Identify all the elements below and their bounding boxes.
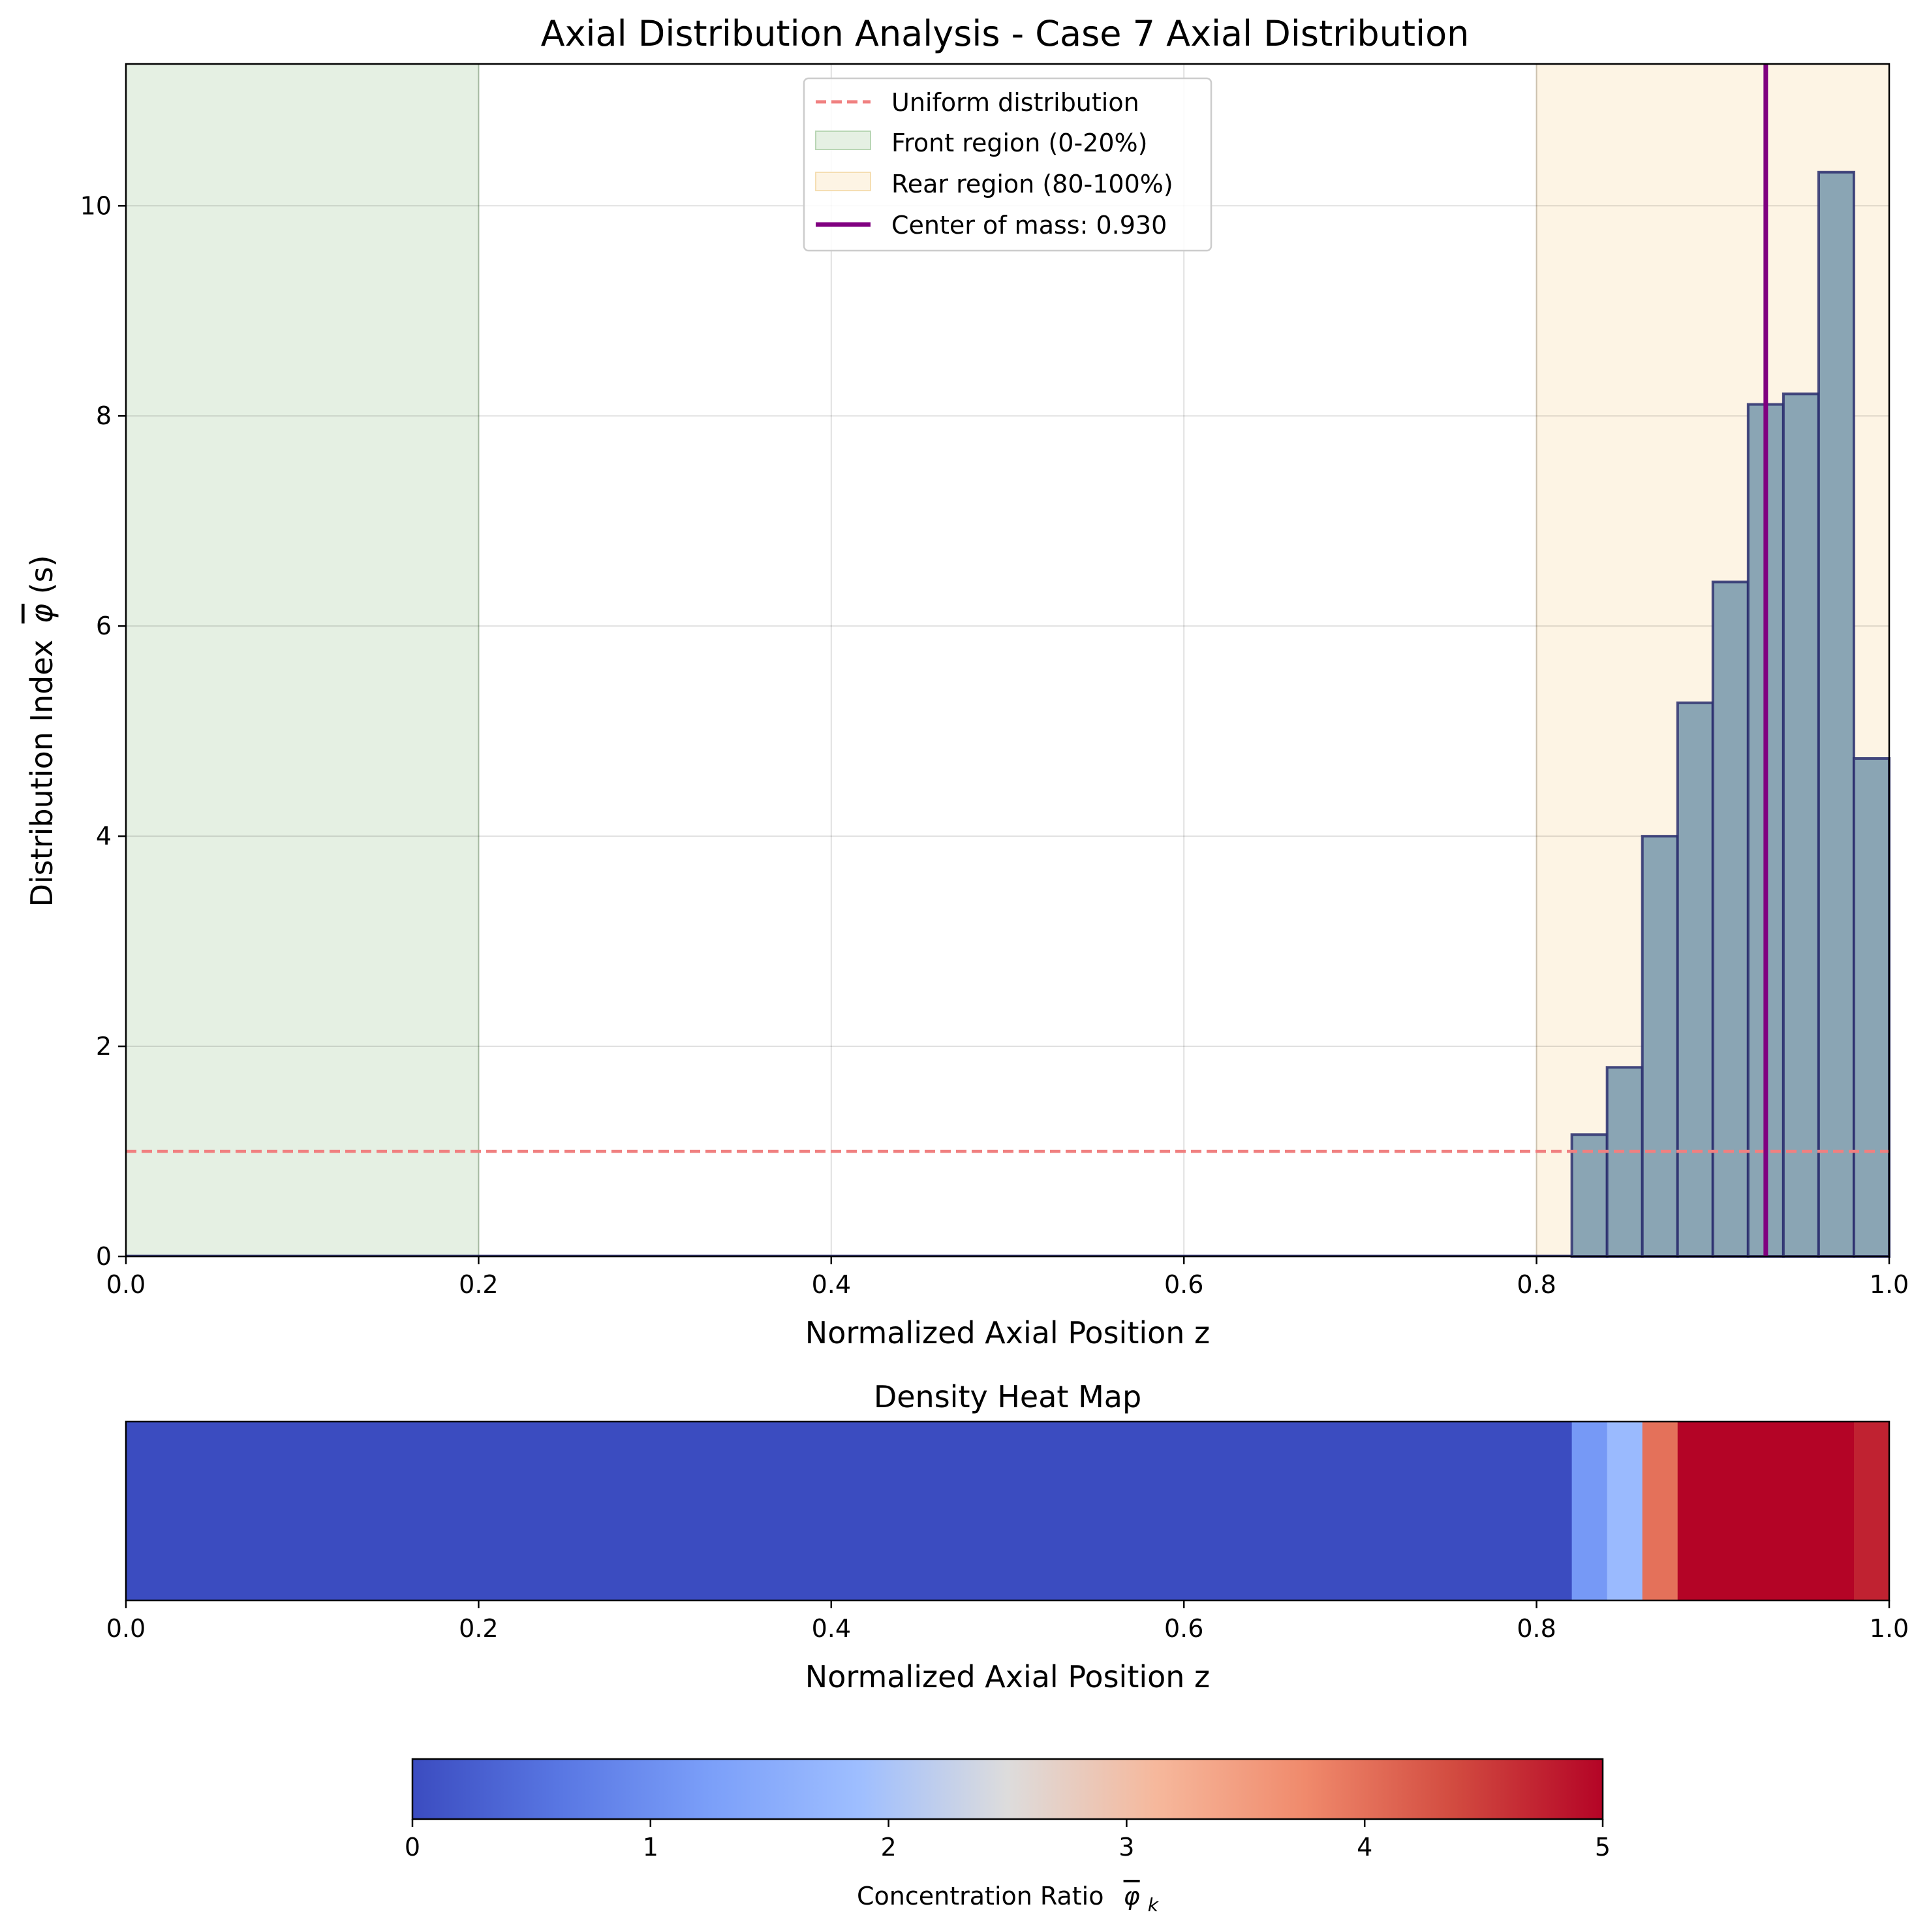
heatmap-cell: [1571, 1422, 1608, 1600]
y-tick-label: 4: [96, 822, 112, 850]
colorbar-label: Concentration Ratio φ k: [857, 1882, 1160, 1916]
heatmap-title: Density Heat Map: [874, 1379, 1141, 1414]
histogram-bar: [1605, 1066, 1644, 1258]
histogram-bar: [1782, 392, 1820, 1258]
heatmap-cell: [126, 1422, 1573, 1600]
legend-front-swatch: [815, 131, 871, 150]
legend-rear-swatch: [815, 172, 871, 191]
heatmap-x-tick-label: 0.6: [1164, 1614, 1203, 1643]
y-tick-label: 0: [96, 1242, 112, 1271]
y-axis-label-symbol: φ: [24, 604, 59, 623]
y-axis-label: Distribution Index φ (s): [24, 555, 59, 907]
legend-frame: [803, 77, 1212, 252]
heatmap-cell: [1853, 1422, 1890, 1600]
heatmap-x-tick-label: 0.2: [459, 1614, 498, 1643]
x-tick-label: 0.8: [1517, 1270, 1556, 1299]
legend-rear-label: Rear region (80-100%): [891, 170, 1173, 198]
histogram-bar: [1852, 757, 1890, 1258]
colorbar-tick-label: 3: [1119, 1833, 1134, 1862]
heatmap-cell: [1677, 1422, 1855, 1600]
y-axis-label-text: Distribution Index: [24, 640, 59, 907]
front-region-shade: [126, 64, 479, 1256]
chart-title: Axial Distribution Analysis - Case 7 Axi…: [541, 13, 1470, 54]
colorbar-tick-label: 2: [881, 1833, 897, 1862]
colorbar-tick-label: 0: [405, 1833, 420, 1862]
histogram-bar: [1711, 580, 1750, 1258]
heatmap-cell: [1642, 1422, 1678, 1600]
heatmap-x-tick-label: 0.4: [812, 1614, 851, 1643]
heatmap-cell: [1607, 1422, 1643, 1600]
colorbar-tick-label: 4: [1357, 1833, 1372, 1862]
legend-front-label: Front region (0-20%): [891, 129, 1147, 157]
heatmap-x-tick-label: 1.0: [1870, 1614, 1909, 1643]
x-tick-label: 0.4: [812, 1270, 851, 1299]
y-tick-label: 10: [80, 191, 112, 220]
histogram-bar: [1676, 701, 1714, 1258]
heatmap-x-tick-label: 0.8: [1517, 1614, 1556, 1643]
heatmap-x-tick-label: 0.0: [106, 1614, 146, 1643]
y-tick-label: 6: [96, 612, 112, 640]
legend-uniform-label: Uniform distribution: [891, 88, 1139, 117]
histogram-bar: [1817, 170, 1855, 1258]
x-tick-label: 1.0: [1870, 1270, 1909, 1299]
y-tick-label: 8: [96, 401, 112, 430]
legend: Uniform distribution Front region (0-20%…: [803, 77, 1212, 252]
heatmap-area: 0.0 0.2 0.4 0.6 0.8 1.0: [106, 1420, 1909, 1643]
x-axis-label: Normalized Axial Position z: [805, 1315, 1210, 1350]
colorbar-label-subscript: k: [1148, 1894, 1160, 1916]
colorbar-tick-label: 5: [1595, 1833, 1611, 1862]
heatmap-x-axis-label: Normalized Axial Position z: [805, 1659, 1210, 1694]
plot-frame: [125, 63, 1890, 1258]
histogram-bar: [1570, 1133, 1609, 1258]
colorbar-gradient: [411, 1758, 1604, 1820]
histogram-bar: [1641, 835, 1679, 1258]
y-axis-label-arg: (s): [24, 555, 59, 594]
x-tick-label: 0.6: [1164, 1270, 1203, 1299]
legend-center-label: Center of mass: 0.930: [891, 211, 1167, 240]
x-tick-label: 0.2: [459, 1270, 498, 1299]
colorbar-label-text: Concentration Ratio: [857, 1882, 1103, 1910]
colorbar-tick-label: 1: [643, 1833, 658, 1862]
x-tick-label: 0.0: [106, 1270, 146, 1299]
colorbar-label-symbol: φ: [1124, 1882, 1140, 1910]
main-plot-area: 0.0 0.2 0.4 0.6 0.8 1.0 0 2 4 6 8 10: [80, 63, 1909, 1299]
heatmap-frame: [125, 1420, 1890, 1602]
colorbar: 0 1 2 3 4 5: [405, 1758, 1611, 1862]
y-tick-label: 2: [96, 1032, 112, 1061]
